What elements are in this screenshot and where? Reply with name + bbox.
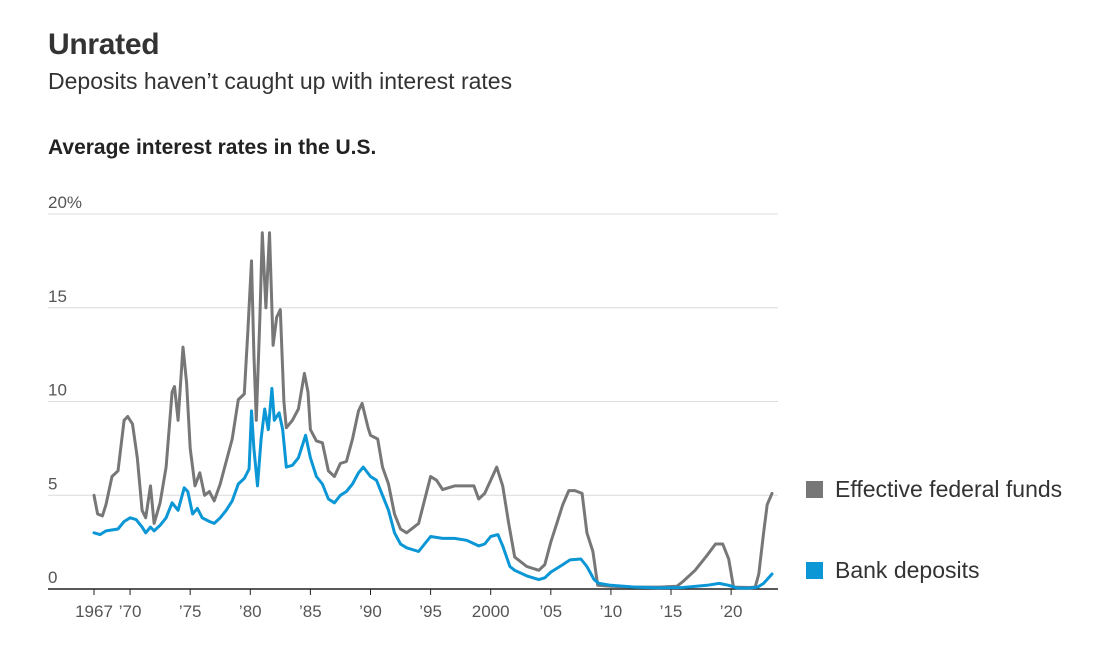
series-line-bank-deposits <box>92 386 774 590</box>
x-tick-label: ’70 <box>119 602 142 621</box>
x-tick-label: ’85 <box>299 602 322 621</box>
x-axis-ticks: 1967 ’70 ’75 ’80 ’85 ’90 ’95 2000 ’05 ’10 ’15 ’20 <box>75 589 742 621</box>
x-tick-label: ’20 <box>720 602 743 621</box>
x-tick-label: ’95 <box>419 602 442 621</box>
y-tick-label: 15 <box>48 287 67 306</box>
y-tick-label: 10 <box>48 381 67 400</box>
y-axis-ticks: 20% 15 10 5 0 <box>48 193 82 587</box>
series-line-fed-funds <box>92 231 774 589</box>
page-title: Unrated <box>48 28 160 61</box>
x-tick-label: ’80 <box>239 602 262 621</box>
y-tick-label: 5 <box>48 474 57 493</box>
legend-swatch-bank-deposits <box>806 562 823 579</box>
legend-swatch-fed-funds <box>806 481 823 498</box>
x-tick-label: ’75 <box>179 602 202 621</box>
x-tick-label: ’10 <box>600 602 623 621</box>
legend-item-fed-funds: Effective federal funds <box>806 476 1062 503</box>
legend-item-bank-deposits: Bank deposits <box>806 557 979 584</box>
x-tick-label: 1967 <box>75 602 113 621</box>
x-tick-label: ’05 <box>539 602 562 621</box>
x-tick-label: 2000 <box>472 602 510 621</box>
gridlines <box>48 213 778 590</box>
y-tick-label: 20% <box>48 193 82 212</box>
series-lines <box>92 231 774 590</box>
x-tick-label: ’15 <box>660 602 683 621</box>
y-tick-label: 0 <box>48 568 57 587</box>
page-subtitle: Deposits haven’t caught up with interest… <box>48 68 513 94</box>
legend-label-bank-deposits: Bank deposits <box>835 557 980 583</box>
legend-label-fed-funds: Effective federal funds <box>835 476 1063 502</box>
x-tick-label: ’90 <box>359 602 382 621</box>
chart-title: Average interest rates in the U.S. <box>48 136 377 159</box>
